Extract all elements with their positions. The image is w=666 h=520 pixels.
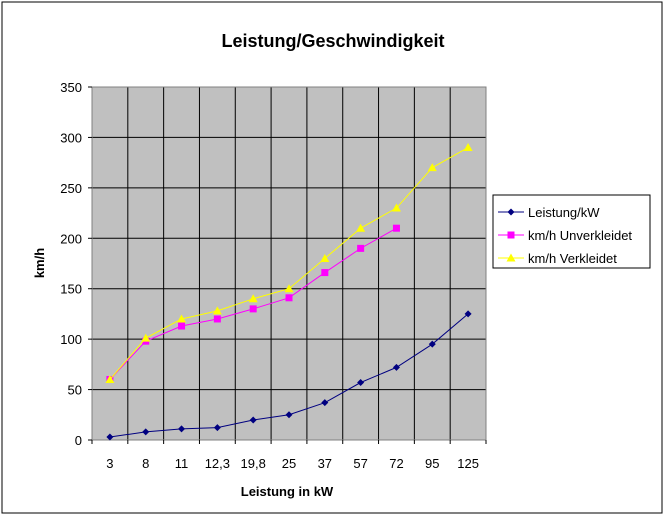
data-point: [357, 379, 365, 387]
data-point: [213, 424, 221, 432]
data-point: [248, 294, 258, 303]
y-tick-label: 250: [60, 181, 82, 196]
data-point: [284, 284, 294, 293]
data-point: [213, 315, 221, 323]
legend-marker: [506, 253, 516, 262]
y-tick-label: 0: [75, 433, 82, 448]
data-point: [285, 294, 293, 302]
data-point: [212, 306, 222, 315]
data-point: [249, 416, 257, 424]
x-tick-label: 57: [353, 456, 367, 471]
data-point: [142, 428, 150, 436]
y-tick-label: 200: [60, 231, 82, 246]
y-tick-label: 300: [60, 130, 82, 145]
data-point: [321, 399, 329, 407]
data-point: [178, 322, 186, 330]
data-point: [106, 433, 114, 441]
data-point: [428, 340, 436, 348]
data-point: [356, 223, 366, 232]
y-axis-title: km/h: [32, 248, 47, 278]
x-tick-label: 95: [425, 456, 439, 471]
x-tick-label: 25: [282, 456, 296, 471]
legend-box: [492, 194, 651, 269]
plot-border: [91, 86, 487, 441]
data-point: [105, 374, 115, 383]
legend-label: km/h Verkleidet: [528, 251, 617, 266]
data-point: [427, 163, 437, 172]
data-point: [141, 333, 151, 342]
x-tick-label: 37: [318, 456, 332, 471]
data-point: [320, 253, 330, 262]
y-tick-label: 150: [60, 282, 82, 297]
data-point: [392, 224, 400, 232]
x-tick-label: 3: [106, 456, 113, 471]
data-point: [392, 363, 400, 371]
y-tick-label: 100: [60, 332, 82, 347]
data-point: [285, 411, 293, 419]
data-point: [249, 305, 257, 313]
data-point: [357, 244, 365, 252]
x-axis-title: Leistung in kW: [241, 484, 334, 499]
legend-marker: [507, 231, 515, 239]
legend-marker: [507, 208, 515, 216]
data-point: [177, 314, 187, 323]
x-tick-label: 19,8: [241, 456, 266, 471]
data-point: [321, 269, 329, 277]
legend-label: km/h Unverkleidet: [528, 228, 632, 243]
x-tick-label: 12,3: [205, 456, 230, 471]
y-tick-label: 50: [68, 383, 82, 398]
x-tick-label: 72: [389, 456, 403, 471]
y-tick-label: 350: [60, 80, 82, 95]
data-point: [391, 203, 401, 212]
x-tick-label: 125: [457, 456, 479, 471]
x-tick-label: 11: [175, 456, 189, 471]
data-point: [178, 425, 186, 433]
data-point: [464, 310, 472, 318]
legend: Leistung/kW km/h Unverkleidet km/h Verklei…: [492, 194, 651, 269]
data-point: [463, 143, 473, 152]
legend-label: Leistung/kW: [528, 205, 600, 220]
chart-title: Leistung/Geschwindigkeit: [221, 31, 444, 51]
x-tick-label: 8: [142, 456, 149, 471]
plot-area: [92, 87, 486, 440]
